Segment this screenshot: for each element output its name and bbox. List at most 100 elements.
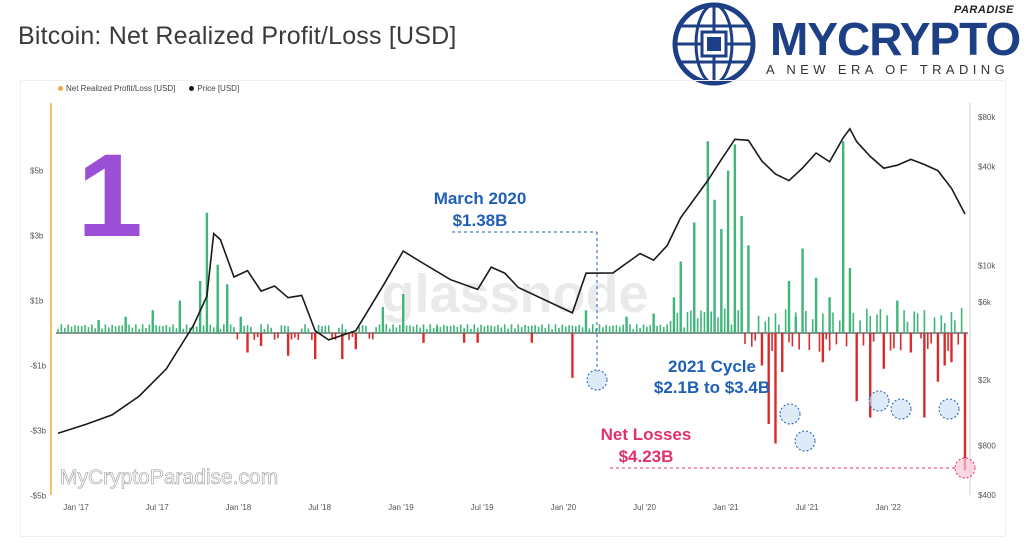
x-tick-label: Jan '21 bbox=[713, 503, 739, 512]
pnl-spike bbox=[178, 300, 182, 333]
pnl-bar bbox=[818, 333, 821, 352]
x-tick-label: Jul '21 bbox=[796, 503, 819, 512]
pnl-bar bbox=[524, 324, 526, 333]
pnl-bar bbox=[717, 317, 719, 333]
annotation-march2020-title: March 2020 bbox=[434, 189, 527, 208]
pnl-spike bbox=[943, 333, 946, 366]
pnl-bar bbox=[456, 326, 459, 333]
pnl-bar bbox=[507, 328, 509, 333]
pnl-bar bbox=[449, 325, 452, 333]
pnl-bar bbox=[564, 326, 567, 333]
pnl-spike bbox=[422, 333, 425, 343]
pnl-bar bbox=[588, 328, 591, 333]
pnl-bar bbox=[317, 324, 320, 333]
pnl-bar bbox=[294, 333, 296, 338]
pnl-bar bbox=[778, 324, 780, 333]
pnl-bar bbox=[723, 308, 726, 333]
highlight-circle-cycle-5 bbox=[938, 398, 960, 420]
pnl-bar bbox=[263, 328, 266, 333]
brand-tagline: A NEW ERA OF TRADING bbox=[766, 62, 1010, 77]
pnl-bar bbox=[267, 324, 269, 333]
pnl-spike bbox=[923, 333, 926, 418]
pnl-bar bbox=[879, 309, 882, 333]
pnl-spike bbox=[767, 333, 770, 424]
pnl-bar bbox=[422, 324, 425, 333]
pnl-bar bbox=[517, 324, 520, 333]
pnl-bar bbox=[503, 324, 506, 333]
pnl-bar bbox=[392, 324, 394, 333]
pnl-spike bbox=[530, 333, 534, 343]
pnl-bar bbox=[236, 333, 239, 340]
pnl-bar bbox=[253, 333, 256, 340]
annotation-cycle2021-value: $2.1B to $3.4B bbox=[654, 378, 770, 397]
pnl-bar bbox=[893, 333, 895, 349]
pnl-bar bbox=[463, 328, 465, 333]
pnl-bar bbox=[581, 327, 584, 333]
pnl-spike bbox=[726, 170, 730, 333]
brand-name-my: MY bbox=[770, 13, 838, 65]
pnl-bar bbox=[175, 328, 178, 333]
pnl-bar bbox=[558, 327, 560, 333]
pnl-bar bbox=[690, 310, 692, 333]
pnl-bar bbox=[754, 333, 756, 341]
brand-name-crypto: CRYPTO bbox=[837, 13, 1021, 65]
legend-item-profit[interactable]: Net Realized Profit/Loss [USD] bbox=[58, 84, 175, 93]
pnl-spike bbox=[855, 333, 858, 402]
pnl-spike bbox=[706, 141, 709, 333]
pnl-bar bbox=[344, 329, 347, 333]
pnl-bar bbox=[872, 333, 875, 342]
pnl-bar bbox=[487, 325, 489, 333]
pnl-bar bbox=[629, 324, 631, 333]
pnl-bar bbox=[101, 328, 103, 333]
pnl-bar bbox=[114, 326, 117, 333]
x-ticks: Jan '17 Jul '17 Jan '18 Jul '18 Jan '19 Jul '… bbox=[63, 503, 901, 512]
y-right-tick-label: $80k bbox=[978, 113, 996, 122]
pnl-bar bbox=[348, 333, 350, 340]
pnl-bar bbox=[107, 327, 110, 333]
pnl-bar bbox=[209, 324, 212, 333]
pnl-spike bbox=[693, 222, 696, 333]
page-title: Bitcoin: Net Realized Profit/Loss [USD] bbox=[18, 22, 457, 50]
pnl-bar bbox=[960, 307, 963, 333]
pnl-bar bbox=[774, 313, 777, 333]
y-right-tick-label: $10k bbox=[978, 261, 996, 270]
globe-icon bbox=[672, 2, 756, 86]
pnl-spike bbox=[571, 333, 574, 378]
pnl-bar bbox=[737, 310, 740, 333]
pnl-bar bbox=[405, 325, 408, 333]
pnl-bar bbox=[618, 326, 621, 333]
pnl-bar bbox=[700, 310, 702, 333]
pnl-bar bbox=[656, 325, 658, 333]
y-right-tick-label: $400 bbox=[978, 491, 996, 500]
legend-item-price[interactable]: Price [USD] bbox=[189, 84, 239, 93]
pnl-bar bbox=[825, 333, 828, 340]
pnl-spike bbox=[314, 333, 317, 359]
pnl-bar bbox=[378, 324, 381, 333]
pnl-bar bbox=[111, 324, 113, 333]
pnl-bar bbox=[368, 333, 371, 339]
pnl-bar bbox=[876, 314, 878, 333]
pnl-bar bbox=[635, 324, 638, 333]
pnl-bar bbox=[277, 333, 279, 339]
legend-dot-price bbox=[189, 86, 195, 91]
pnl-bar bbox=[131, 327, 134, 333]
pnl-spike bbox=[713, 199, 716, 333]
x-tick-label: Jan '18 bbox=[226, 503, 252, 512]
pnl-bar bbox=[551, 329, 553, 333]
pnl-spike bbox=[286, 333, 290, 356]
pnl-bar bbox=[933, 317, 936, 333]
pnl-bar bbox=[852, 312, 855, 333]
y-left-tick-label: -$5b bbox=[30, 492, 47, 501]
pnl-bar bbox=[750, 333, 753, 347]
pnl-bar bbox=[514, 328, 516, 333]
pnl-bar bbox=[598, 324, 601, 333]
highlight-circle-march2020 bbox=[586, 369, 608, 391]
pnl-spike bbox=[476, 333, 479, 343]
pnl-bar bbox=[859, 320, 861, 333]
chart-frame bbox=[20, 80, 1006, 537]
pnl-bar bbox=[91, 324, 93, 333]
pnl-bar bbox=[683, 327, 685, 333]
pnl-bar bbox=[926, 333, 929, 349]
pnl-bar bbox=[70, 326, 73, 333]
pnl-bar bbox=[321, 326, 323, 333]
